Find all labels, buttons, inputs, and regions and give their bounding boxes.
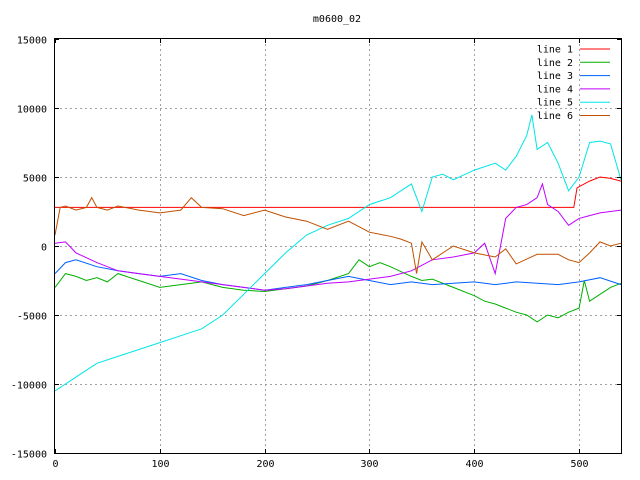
y-tick-label: 0 — [41, 243, 47, 254]
legend: line 1 line 2 line 3 line 4 line 5 line 6 — [537, 45, 610, 122]
y-tick-label: 5000 — [23, 174, 47, 185]
series-lines — [54, 114, 622, 392]
series-line — [54, 196, 622, 274]
x-tick-label: 100 — [151, 459, 169, 470]
series-line — [54, 182, 622, 291]
legend-label: line 1 — [537, 45, 573, 56]
series-line — [54, 114, 622, 392]
legend-label: line 2 — [537, 58, 573, 69]
legend-label: line 3 — [537, 71, 573, 82]
legend-label: line 4 — [537, 84, 573, 95]
chart-title: m0600_02 — [313, 14, 361, 25]
y-tick-label: -10000 — [11, 381, 47, 392]
axis-ticks: 0 100 200 300 400 500 -15000 -10000 -5000 0 5000 10… — [11, 36, 621, 470]
x-tick-label: 300 — [360, 459, 378, 470]
plot-frame — [54, 38, 622, 454]
series-line — [54, 259, 622, 291]
x-tick-label: 500 — [570, 459, 588, 470]
y-tick-label: -5000 — [17, 312, 47, 323]
series-line — [55, 176, 622, 208]
x-tick-label: 400 — [465, 459, 483, 470]
series-line — [54, 259, 622, 323]
y-tick-label: -15000 — [11, 450, 47, 461]
legend-label: line 6 — [537, 111, 573, 122]
legend-label: line 5 — [537, 98, 573, 109]
x-tick-label: 0 — [52, 459, 58, 470]
y-tick-label: 10000 — [17, 105, 47, 116]
y-tick-label: 15000 — [17, 36, 47, 47]
x-tick-label: 200 — [256, 459, 274, 470]
